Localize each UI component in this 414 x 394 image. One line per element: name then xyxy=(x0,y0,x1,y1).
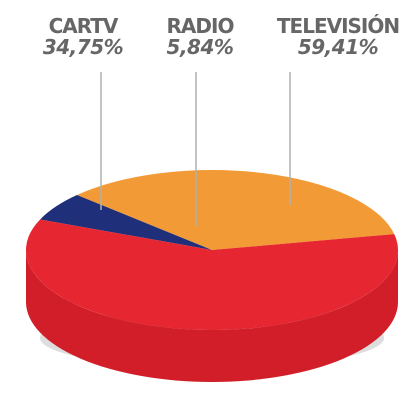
label-television-name: TELEVISIÓN xyxy=(276,14,400,38)
label-television: TELEVISIÓN 59,41% xyxy=(268,16,408,57)
slice-cartv xyxy=(76,170,395,250)
label-television-value: 59,41% xyxy=(297,35,379,59)
label-cartv-value: 34,75% xyxy=(42,35,124,59)
label-radio: RADIO 5,84% xyxy=(145,16,255,57)
slice-television xyxy=(25,219,398,331)
label-radio-value: 5,84% xyxy=(166,35,234,59)
label-cartv-name: CARTV xyxy=(48,14,119,38)
label-radio-name: RADIO xyxy=(166,14,235,38)
slice-radio xyxy=(40,194,213,250)
slice-side-television xyxy=(26,250,398,382)
label-cartv: CARTV 34,75% xyxy=(28,16,138,57)
